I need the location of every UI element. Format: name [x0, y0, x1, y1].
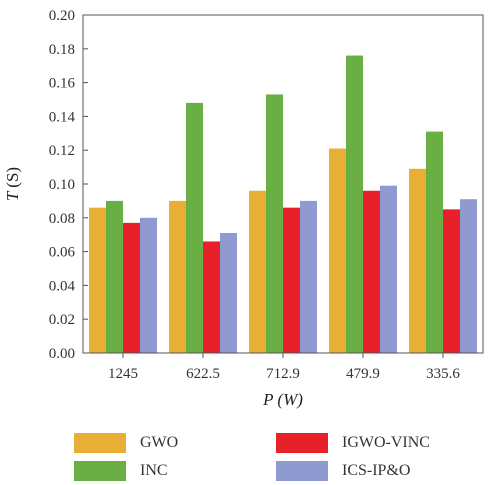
y-tick-label: 0.14 — [49, 109, 76, 125]
x-tick-label: 1245 — [108, 366, 138, 382]
bar-gwo-0 — [89, 207, 106, 353]
y-tick-label: 0.10 — [49, 177, 75, 193]
x-tick-label: 712.9 — [266, 366, 300, 382]
plot-frame — [82, 14, 484, 354]
x-ticks: 1245 622.5 712.9 479.9 335.6 — [108, 353, 460, 382]
x-axis-title: P (W) — [262, 390, 303, 409]
bar-ics-ip-o-2 — [300, 200, 317, 353]
bar-igwo-vinc-4 — [443, 209, 460, 353]
bar-inc-0 — [106, 200, 123, 353]
x-tick-label: 622.5 — [186, 366, 220, 382]
y-tick-label: 0.08 — [49, 211, 75, 227]
bar-igwo-vinc-2 — [283, 207, 300, 353]
bar-gwo-4 — [409, 168, 426, 353]
bar-ics-ip-o-4 — [460, 199, 477, 353]
y-tick-label: 0.16 — [49, 76, 76, 92]
y-tick-label: 0.00 — [49, 346, 75, 362]
y-tick-label: 0.12 — [49, 143, 75, 159]
y-ticks: 0.00 0.02 0.04 0.06 0.08 0.10 0.12 0.14 0.16 0.18… — [49, 8, 88, 362]
y-tick-label: 0.02 — [49, 312, 75, 328]
bar-gwo-1 — [169, 200, 186, 353]
bar-igwo-vinc-3 — [363, 190, 380, 353]
x-tick-label: 335.6 — [426, 366, 460, 382]
bar-inc-4 — [426, 131, 443, 353]
bar-gwo-2 — [249, 190, 266, 353]
bar-igwo-vinc-0 — [123, 222, 140, 353]
bar-igwo-vinc-1 — [203, 241, 220, 353]
bar-gwo-3 — [329, 148, 346, 353]
bar-inc-1 — [186, 102, 203, 353]
bar-ics-ip-o-3 — [380, 185, 397, 353]
bar-inc-3 — [346, 55, 363, 354]
y-tick-label: 0.18 — [49, 42, 75, 58]
y-tick-label: 0.06 — [49, 245, 76, 261]
x-tick-label: 479.9 — [346, 366, 380, 382]
y-tick-label: 0.04 — [49, 278, 76, 294]
y-axis-title: T (S) — [3, 167, 22, 201]
bar-ics-ip-o-0 — [140, 217, 157, 353]
bars — [89, 55, 477, 354]
bar-ics-ip-o-1 — [220, 233, 237, 353]
y-tick-label: 0.20 — [49, 8, 75, 24]
bar-inc-2 — [266, 94, 283, 354]
